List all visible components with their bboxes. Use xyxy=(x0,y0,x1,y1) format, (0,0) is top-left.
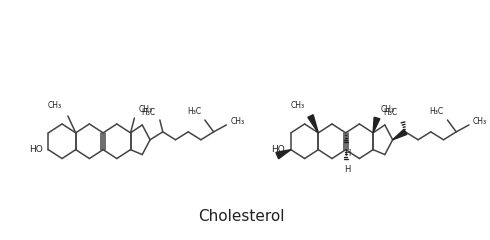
Text: CH₃: CH₃ xyxy=(381,105,395,114)
Polygon shape xyxy=(308,115,319,133)
Text: HO: HO xyxy=(271,145,285,154)
Text: CH₃: CH₃ xyxy=(230,117,245,126)
Polygon shape xyxy=(392,129,407,140)
Polygon shape xyxy=(373,117,380,133)
Text: HO: HO xyxy=(29,145,43,154)
Text: H₃C: H₃C xyxy=(187,107,201,116)
Text: H₃C: H₃C xyxy=(141,108,155,117)
Text: H₃C: H₃C xyxy=(383,108,397,117)
Text: CH₃: CH₃ xyxy=(138,105,152,114)
Text: CH₃: CH₃ xyxy=(48,101,62,110)
Text: CH₃: CH₃ xyxy=(291,101,305,110)
Text: Cholesterol: Cholesterol xyxy=(198,209,284,224)
Text: H: H xyxy=(344,149,351,158)
Text: H₃C: H₃C xyxy=(429,107,443,116)
Text: CH₃: CH₃ xyxy=(473,117,487,126)
Polygon shape xyxy=(276,150,291,159)
Text: H: H xyxy=(344,165,351,174)
